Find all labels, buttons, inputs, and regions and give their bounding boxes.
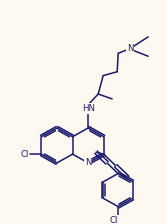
Text: N: N bbox=[127, 44, 133, 53]
Text: HN: HN bbox=[82, 104, 95, 113]
Text: Cl: Cl bbox=[110, 215, 118, 224]
Text: N: N bbox=[85, 158, 91, 167]
Text: Cl: Cl bbox=[20, 150, 29, 159]
